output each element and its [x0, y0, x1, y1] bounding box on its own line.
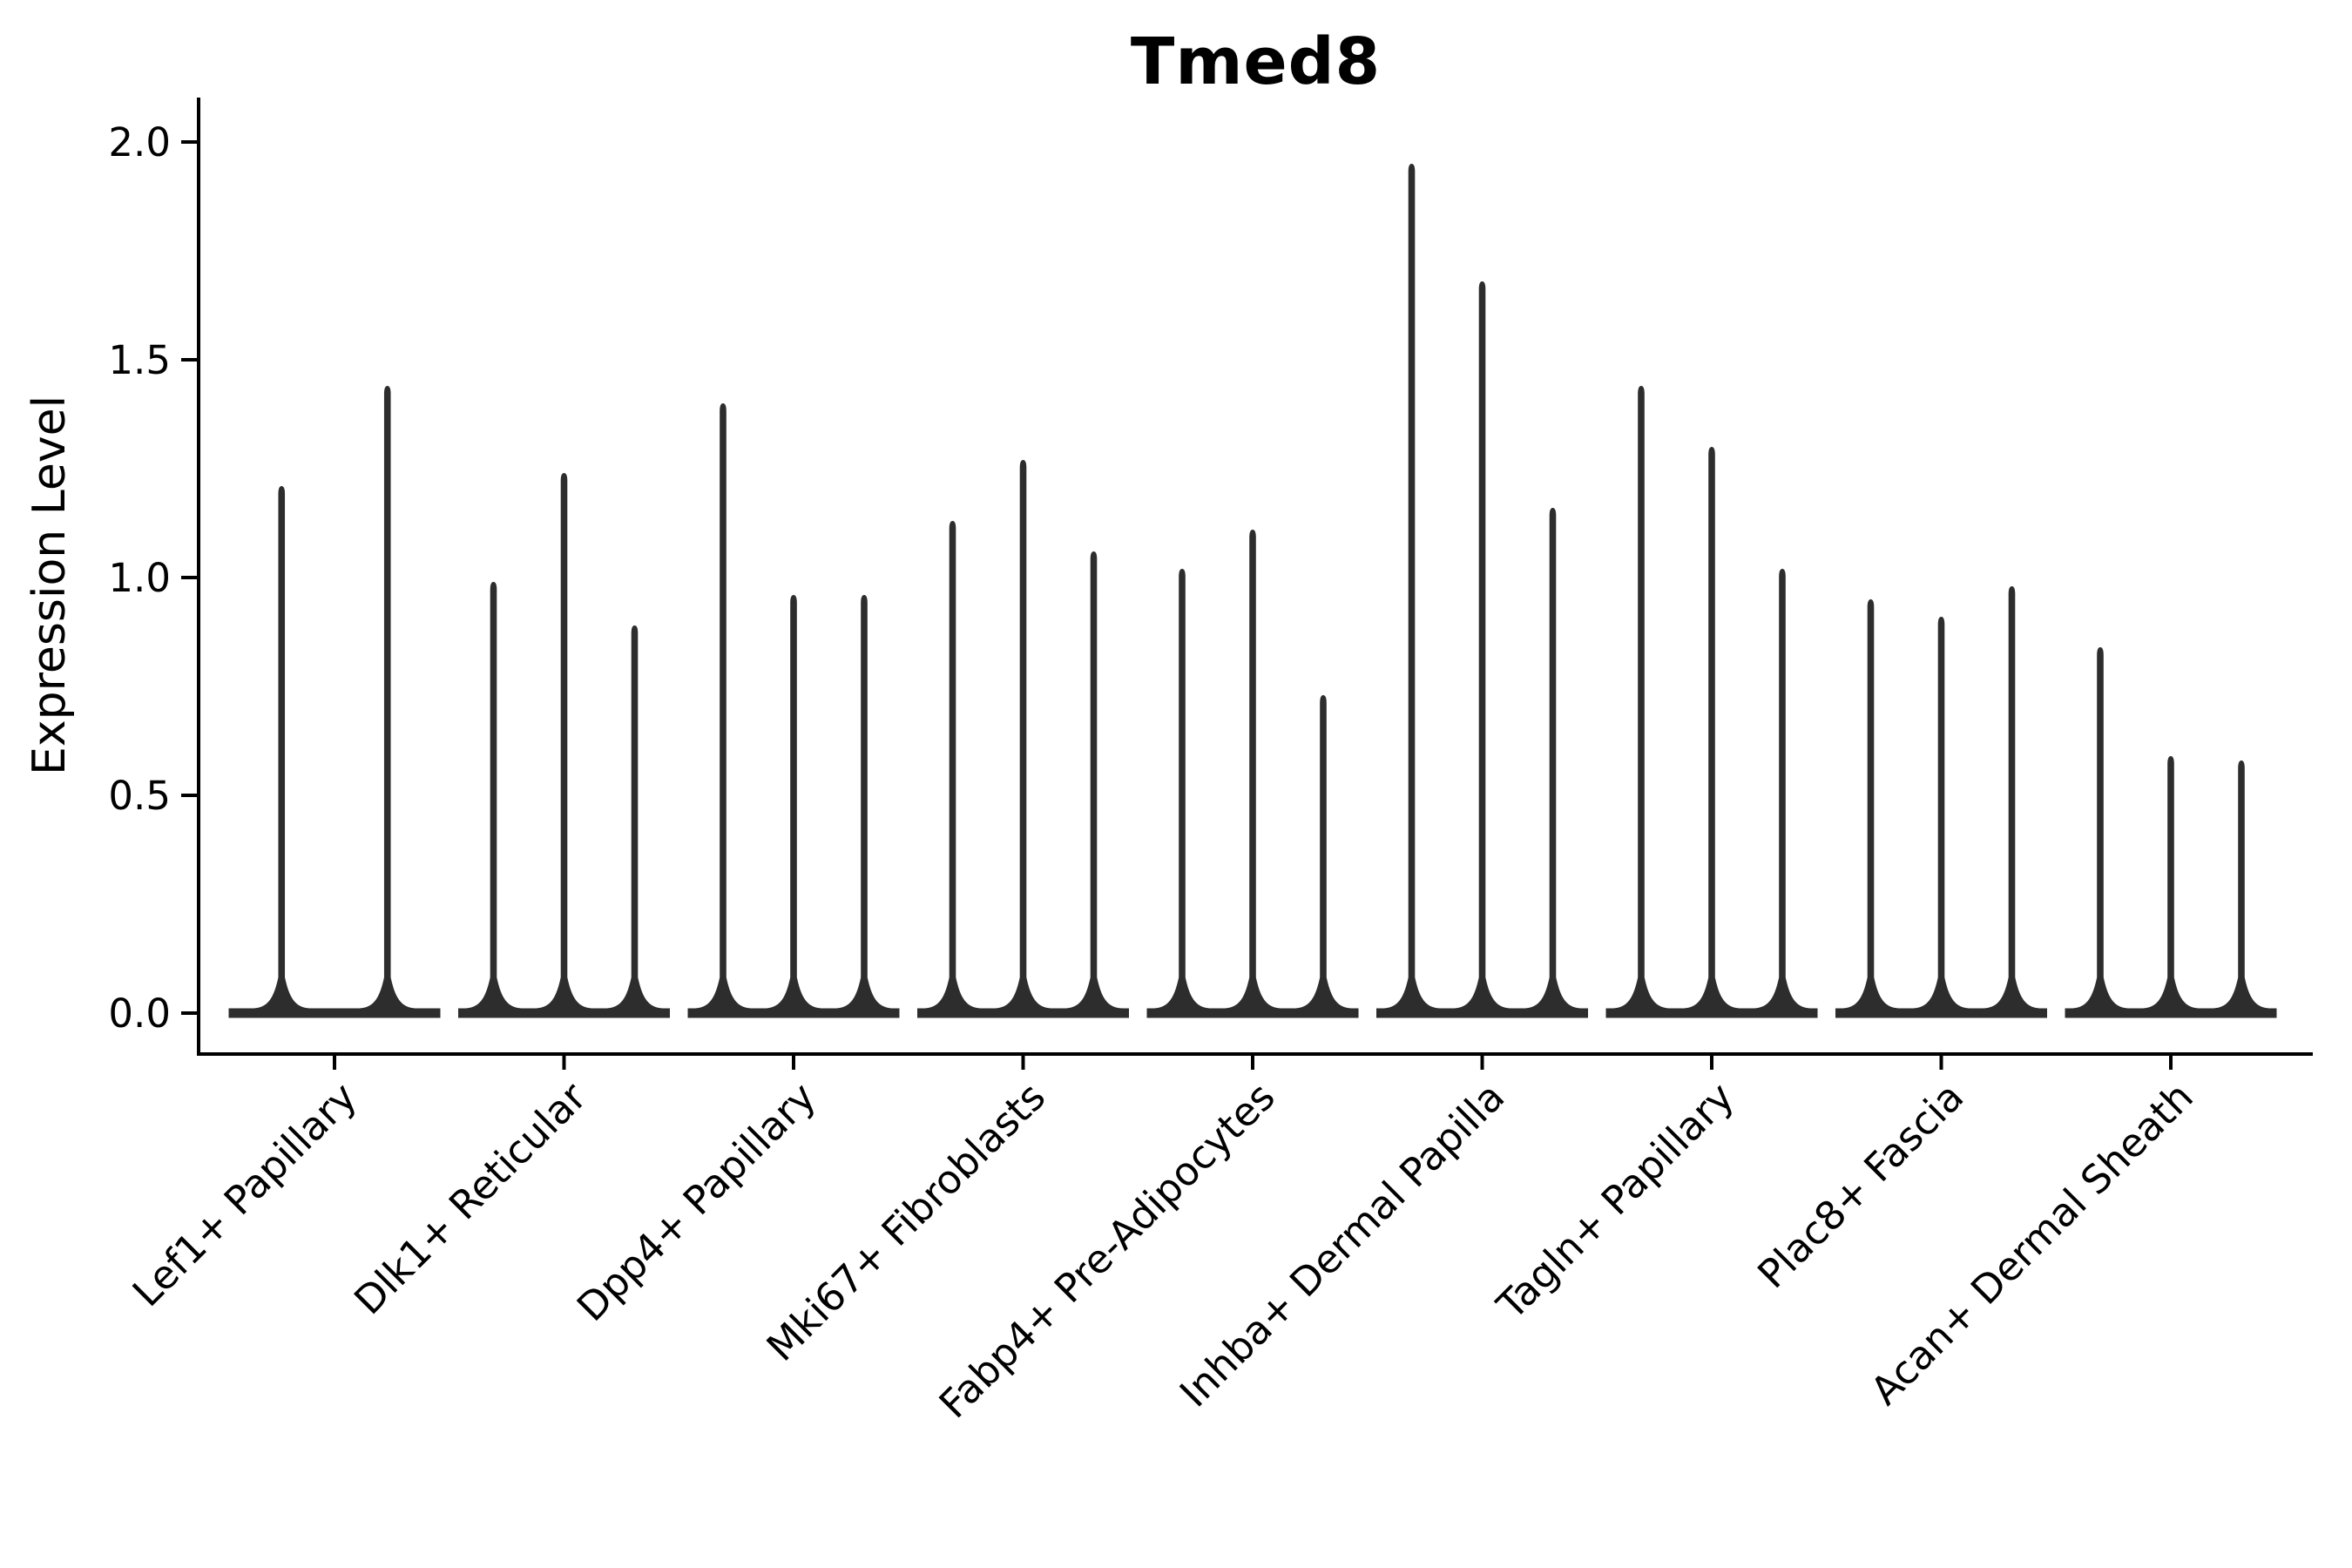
violin: [988, 460, 1058, 1018]
violin: [917, 521, 988, 1018]
violin: [687, 403, 759, 1018]
x-tick-label: Plac8+ Fascia: [1748, 1073, 1972, 1297]
violin: [2065, 647, 2136, 1018]
chart-title: Tmed8: [1130, 24, 1382, 99]
violin: [458, 582, 529, 1018]
x-tick-label: Dpp4+ Papillary: [568, 1073, 825, 1330]
x-tick-label: Dlk1+ Reticular: [345, 1073, 595, 1323]
violin: [1906, 617, 1977, 1018]
y-tick-label: 1.0: [108, 555, 171, 601]
x-tick-label: Tagln+ Papillary: [1488, 1073, 1743, 1328]
violin: [1146, 569, 1218, 1018]
violin: [2206, 760, 2277, 1018]
violin: [1217, 530, 1288, 1018]
violin: [758, 595, 829, 1018]
violin: [1447, 281, 1517, 1018]
violin: [1977, 586, 2047, 1018]
violin: [1747, 569, 1818, 1018]
violin: [1058, 551, 1129, 1018]
violin: [2135, 756, 2207, 1018]
violin: [228, 486, 335, 1018]
violin: [1376, 164, 1447, 1018]
y-tick-label: 1.5: [108, 337, 171, 383]
x-tick-label: Lef1+ Papillary: [124, 1073, 366, 1315]
violin: [1517, 508, 1588, 1018]
violin: [1835, 599, 1906, 1018]
violin: [335, 386, 441, 1018]
y-tick-label: 0.5: [108, 773, 171, 819]
y-tick-label: 2.0: [108, 119, 171, 166]
violin: [529, 473, 599, 1018]
violin: [828, 595, 900, 1018]
violin: [1605, 386, 1677, 1018]
violin: [1288, 695, 1359, 1018]
violin: [599, 625, 670, 1018]
violin: [1676, 447, 1747, 1018]
y-tick-label: 0.0: [108, 990, 171, 1037]
